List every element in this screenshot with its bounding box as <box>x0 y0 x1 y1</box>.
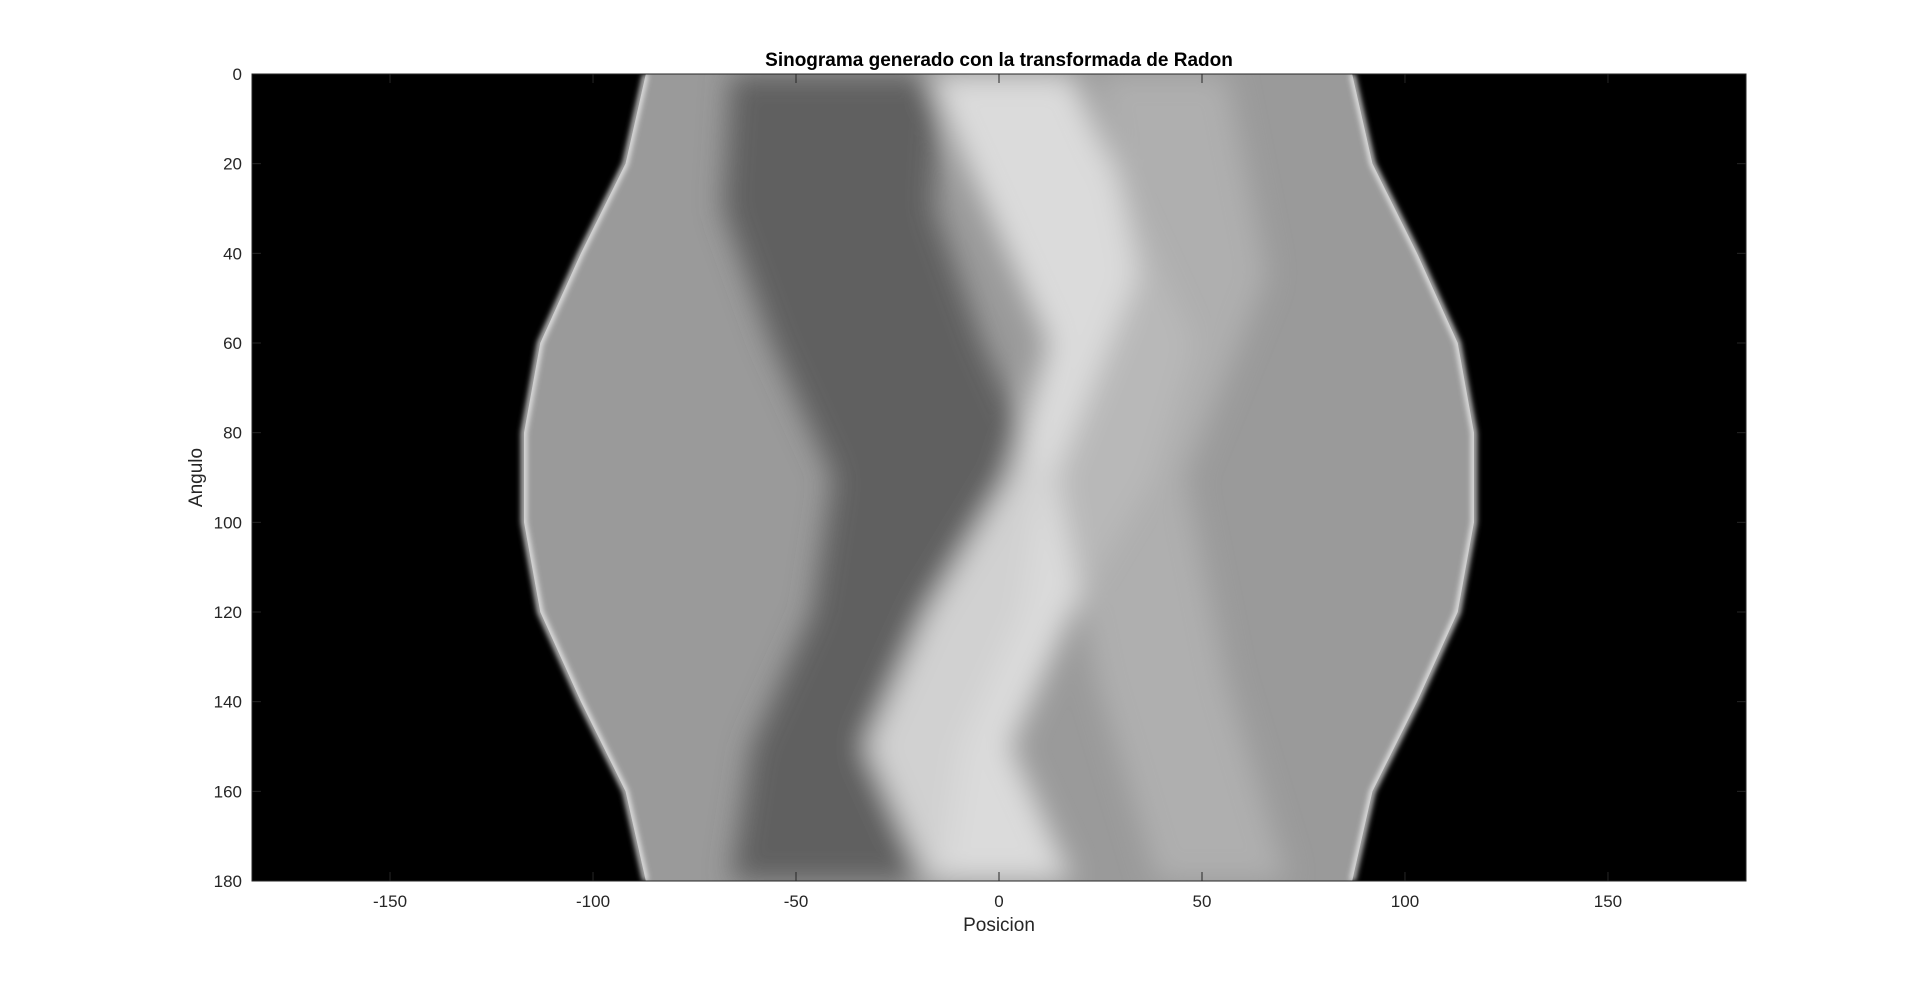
y-tick-label: 80 <box>223 424 242 443</box>
y-tick-label: 120 <box>214 603 242 622</box>
x-tick-label: 150 <box>1594 892 1622 911</box>
rim-right <box>1349 74 1477 881</box>
y-tick-label: 60 <box>223 334 242 353</box>
chart-title: Sinograma generado con la transformada d… <box>765 50 1233 71</box>
x-tick-label: 0 <box>994 892 1003 911</box>
x-tick-label: -100 <box>576 892 610 911</box>
inner-structure-bright <box>865 74 1194 881</box>
x-tick-label: 50 <box>1193 892 1212 911</box>
y-axis-label: Angulo <box>186 448 207 507</box>
y-tick-label: 100 <box>214 513 242 532</box>
y-tick-label: 140 <box>214 693 242 712</box>
y-tick-label: 40 <box>223 244 242 263</box>
y-axis: 0 20 40 60 80 100 120 140 160 180 <box>214 65 1746 891</box>
x-tick-label: 100 <box>1391 892 1419 911</box>
x-axis-label: Posicion <box>963 915 1035 936</box>
y-tick-label: 20 <box>223 155 242 174</box>
sinogram-image <box>521 74 1477 881</box>
y-tick-label: 180 <box>214 872 242 891</box>
inner-structure-mid <box>1055 74 1288 881</box>
y-tick-label: 0 <box>233 65 242 84</box>
inner-structures <box>722 74 1288 881</box>
outer-rim <box>521 74 1477 881</box>
y-tick-label: 160 <box>214 782 242 801</box>
plot-area <box>251 73 1747 882</box>
rim-left <box>521 74 649 881</box>
x-tick-label: -150 <box>373 892 407 911</box>
x-tick-label: -50 <box>784 892 809 911</box>
x-axis: -150 -100 -50 0 50 100 150 <box>373 74 1622 911</box>
